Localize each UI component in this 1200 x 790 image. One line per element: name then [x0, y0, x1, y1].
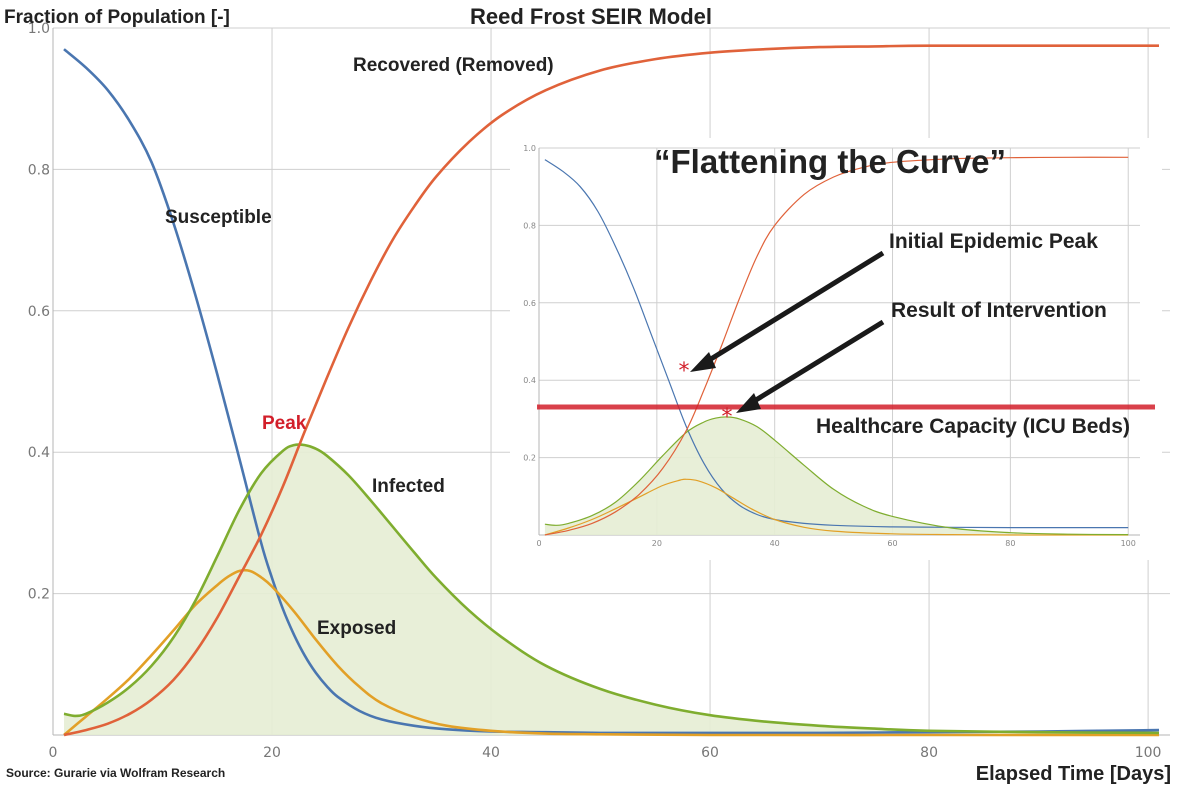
main-area-layer [64, 444, 1159, 735]
x-tick-label: 20 [652, 539, 662, 548]
x-tick-label: 60 [887, 539, 897, 548]
series-line-recovered-removed [63, 44, 1159, 737]
label-susceptible: Susceptible [165, 207, 272, 228]
label-recovered: Recovered (Removed) [353, 55, 554, 76]
main-tick-labels: 0 20 40 60 80 100 0.2 0.4 0.6 0.8 1.0 [28, 21, 1162, 761]
label-healthcare-capacity: Healthcare Capacity (ICU Beds) [816, 415, 1130, 438]
label-exposed: Exposed [317, 618, 396, 639]
y-tick-label: 0.4 [28, 445, 50, 461]
inset-series-layer [544, 156, 1129, 536]
y-tick-label: 0.4 [523, 376, 536, 385]
inset-tick-labels: 0 20 40 60 80 100 0.2 0.4 0.6 0.8 1.0 [523, 144, 1136, 548]
label-peak: Peak [262, 413, 307, 434]
series-line-susceptible [63, 48, 1160, 735]
inset-area-layer [544, 416, 1129, 535]
y-tick-label: 1.0 [28, 21, 50, 37]
x-tick-label: 0 [536, 539, 541, 548]
marker-intervention: * [722, 405, 733, 430]
marker-initial-peak: * [679, 359, 690, 384]
y-axis-label: Fraction of Population [-] [4, 7, 230, 28]
x-axis-label: Elapsed Time [Days] [976, 763, 1171, 785]
inset-title: “Flattening the Curve” [654, 143, 1006, 180]
x-tick-label: 20 [263, 745, 281, 761]
x-tick-label: 80 [1005, 539, 1015, 548]
x-tick-label: 40 [770, 539, 780, 548]
x-tick-label: 80 [920, 745, 938, 761]
series-line-infected [63, 443, 1160, 735]
infected-area-fill [64, 444, 1159, 735]
arrowhead-initial-peak [690, 352, 716, 372]
x-tick-label: 0 [49, 745, 58, 761]
y-tick-label: 0.2 [523, 454, 536, 463]
series-line-susceptible [544, 159, 1129, 529]
y-tick-label: 0.6 [523, 299, 536, 308]
x-tick-label: 100 [1121, 539, 1136, 548]
series-line-exposed [544, 478, 1129, 536]
x-tick-label: 40 [482, 745, 500, 761]
infected-area-fill [544, 416, 1129, 535]
label-infected: Infected [372, 476, 445, 497]
label-initial-peak: Initial Epidemic Peak [889, 230, 1098, 253]
series-line-recovered-removed [544, 156, 1129, 536]
main-series-layer [63, 44, 1160, 737]
y-tick-label: 0.2 [28, 587, 50, 603]
series-line-infected [544, 416, 1129, 536]
arrow-initial-peak [704, 250, 885, 365]
y-tick-label: 0.8 [523, 221, 536, 230]
chart-title: Reed Frost SEIR Model [470, 4, 712, 29]
arrow-intervention [749, 319, 885, 406]
label-intervention: Result of Intervention [891, 299, 1107, 322]
x-tick-label: 100 [1135, 745, 1162, 761]
arrowhead-intervention [736, 393, 761, 413]
y-tick-label: 0.6 [28, 304, 50, 320]
series-line-exposed [63, 568, 1159, 737]
source-note: Source: Gurarie via Wolfram Research [6, 766, 225, 780]
y-tick-label: 1.0 [523, 144, 536, 153]
x-tick-label: 60 [701, 745, 719, 761]
y-tick-label: 0.8 [28, 162, 50, 178]
